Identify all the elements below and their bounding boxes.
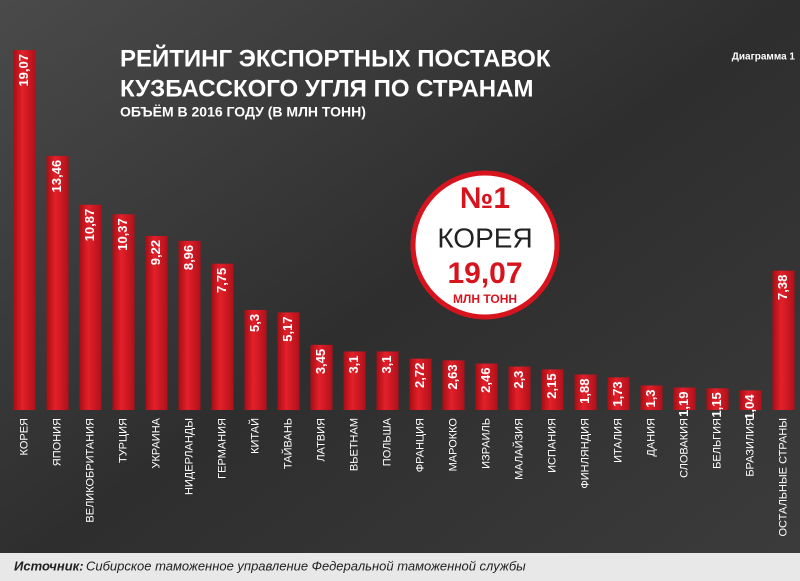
badge-value: 19,07 bbox=[447, 257, 522, 290]
value-label: 1,19 bbox=[676, 392, 691, 417]
bar bbox=[277, 312, 300, 410]
value-label: 1,15 bbox=[709, 392, 724, 417]
x-tick-label: ВЬЕТНАМ bbox=[348, 418, 360, 471]
x-tick-label: ОСТАЛЬНЫЕ СТРАНЫ bbox=[777, 418, 789, 537]
value-label: 19,07 bbox=[16, 54, 31, 87]
chart-title: РЕЙТИНГ ЭКСПОРТНЫХ ПОСТАВОК bbox=[120, 44, 551, 72]
chart-title: КУЗБАССКОГО УГЛЯ ПО СТРАНАМ bbox=[120, 75, 533, 102]
bar bbox=[640, 385, 663, 410]
value-label: 3,45 bbox=[313, 349, 328, 374]
value-label: 5,17 bbox=[280, 316, 295, 341]
x-tick-label: БРАЗИЛИЯ bbox=[744, 418, 756, 477]
bar bbox=[574, 374, 597, 410]
subtitle: ОБЪЁМ В 2016 ГОДУ (В МЛН ТОНН) bbox=[120, 104, 366, 120]
value-label: 3,1 bbox=[346, 355, 361, 373]
bar bbox=[79, 204, 102, 410]
value-label: 2,15 bbox=[544, 373, 559, 398]
bar bbox=[772, 270, 795, 410]
bar bbox=[706, 388, 729, 410]
value-label: 8,96 bbox=[181, 245, 196, 270]
x-tick-label: ЛАТВИЯ bbox=[315, 418, 327, 462]
value-label: 1,88 bbox=[577, 379, 592, 404]
badge: №1 КОРЕЯ 19,07 МЛН ТОНН bbox=[410, 170, 560, 320]
value-label: 2,63 bbox=[445, 364, 460, 389]
source-label: Источник: bbox=[14, 558, 84, 573]
x-tick-label: ПОЛЬША bbox=[381, 417, 393, 466]
value-label: 2,72 bbox=[412, 363, 427, 388]
bar bbox=[376, 351, 399, 410]
bar bbox=[739, 390, 762, 410]
x-tick-label: ЯПОНИЯ bbox=[51, 418, 63, 466]
bar bbox=[310, 344, 333, 410]
badge-country: КОРЕЯ bbox=[437, 222, 532, 253]
x-tick-label: МАРОККО bbox=[447, 418, 459, 472]
bar bbox=[475, 363, 498, 410]
bar bbox=[244, 309, 267, 410]
x-tick-label: ФИНЛЯНДИЯ bbox=[579, 418, 591, 489]
bar bbox=[211, 263, 234, 410]
x-tick-label: МАЛАЙЗИЯ bbox=[512, 418, 525, 480]
bar bbox=[112, 214, 135, 410]
bar bbox=[46, 155, 69, 410]
x-tick-label: СЛОВАКИЯ bbox=[678, 418, 690, 478]
x-tick-label: ДАНИЯ bbox=[645, 418, 657, 457]
x-tick-label: ГЕРМАНИЯ bbox=[216, 418, 228, 479]
x-tick-label: ТАЙВАНЬ bbox=[281, 418, 294, 469]
bar bbox=[343, 351, 366, 410]
value-label: 2,46 bbox=[478, 368, 493, 393]
badge-unit: МЛН ТОНН bbox=[453, 292, 517, 306]
badge-rank: №1 bbox=[460, 182, 510, 215]
x-tick-label: КИТАЙ bbox=[248, 418, 261, 454]
x-tick-label: НИДЕРЛАНДЫ bbox=[183, 418, 195, 495]
bar bbox=[442, 360, 465, 410]
bar bbox=[145, 235, 168, 410]
value-label: 7,38 bbox=[775, 275, 790, 300]
bar bbox=[607, 377, 630, 410]
x-tick-label: ИТАЛИЯ bbox=[612, 418, 624, 463]
bar bbox=[541, 369, 564, 410]
bar bbox=[508, 366, 531, 410]
x-tick-label: ИСПАНИЯ bbox=[546, 418, 558, 473]
source-text: Сибирское таможенное управление Федераль… bbox=[86, 558, 526, 573]
value-label: 2,3 bbox=[511, 371, 526, 389]
value-label: 5,3 bbox=[247, 314, 262, 332]
value-label: 10,37 bbox=[115, 218, 130, 251]
x-tick-label: ФРАНЦИЯ bbox=[414, 418, 426, 472]
bar bbox=[13, 50, 36, 410]
footer bbox=[0, 553, 800, 581]
x-tick-label: ТУРЦИЯ bbox=[117, 418, 129, 463]
bar bbox=[409, 358, 432, 410]
bar bbox=[178, 240, 201, 410]
value-label: 3,1 bbox=[379, 355, 394, 373]
x-tick-label: БЕЛЬГИЯ bbox=[711, 418, 723, 469]
x-tick-label: УКРАИНА bbox=[150, 417, 162, 468]
badge-circle bbox=[410, 170, 560, 320]
value-label: 9,22 bbox=[148, 240, 163, 265]
value-label: 1,73 bbox=[610, 381, 625, 406]
value-label: 1,3 bbox=[643, 389, 658, 407]
x-tick-label: ИЗРАИЛЬ bbox=[480, 418, 492, 469]
x-tick-label: КОРЕЯ bbox=[18, 418, 30, 456]
figure-label: Диаграмма 1 bbox=[732, 52, 796, 63]
value-label: 13,46 bbox=[49, 160, 64, 193]
value-label: 1,04 bbox=[742, 394, 757, 420]
x-tick-label: ВЕЛИКОБРИТАНИЯ bbox=[84, 418, 96, 523]
value-label: 7,75 bbox=[214, 268, 229, 293]
value-label: 10,87 bbox=[82, 209, 97, 242]
bar bbox=[673, 387, 696, 410]
